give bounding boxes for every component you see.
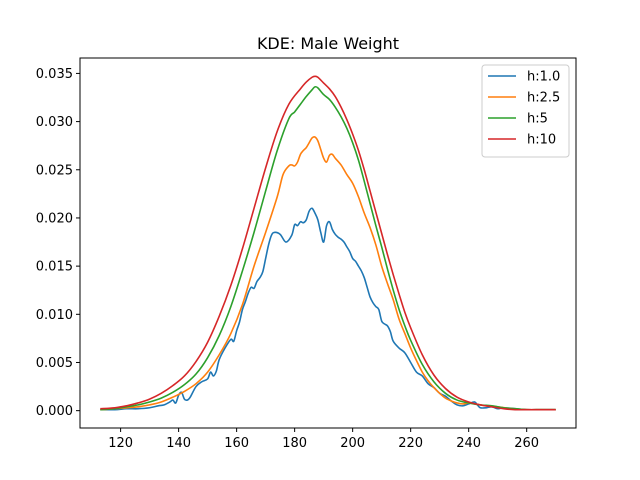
x-tick-label: 140: [166, 436, 191, 451]
x-tick-label: 160: [224, 436, 249, 451]
y-tick-label: 0.030: [36, 115, 73, 130]
axes-frame: [79, 57, 577, 429]
y-tick-label: 0.035: [36, 67, 73, 82]
y-tick-label: 0.005: [36, 356, 73, 371]
x-tick-label: 120: [108, 436, 133, 451]
legend-label: h:1.0: [527, 70, 560, 85]
series-line-h-5: [100, 85, 556, 411]
legend-label: h:10: [527, 133, 556, 148]
x-tick-label: 260: [514, 436, 539, 451]
y-tick-label: 0.020: [36, 211, 73, 226]
plot-area: 120 140 160 180 200 220 240 260 0.000 0.005 0.010 0…: [36, 67, 556, 451]
y-tick-label: 0.010: [36, 308, 73, 323]
legend: h:1.0 h:2.5 h:5 h:10: [481, 64, 570, 158]
chart-title: KDE: Male Weight: [257, 34, 399, 53]
x-tick-label: 240: [456, 436, 481, 451]
x-tick-label: 180: [282, 436, 307, 451]
legend-label: h:5: [527, 112, 548, 127]
series-line-h-2-5: [100, 136, 556, 411]
legend-label: h:2.5: [527, 91, 560, 106]
series-line-h-10: [100, 75, 556, 411]
y-tick-label: 0.015: [36, 260, 73, 275]
x-tick-label: 220: [398, 436, 423, 451]
y-tick-label: 0.025: [36, 163, 73, 178]
x-tick-label: 200: [340, 436, 365, 451]
y-tick-label: 0.000: [36, 404, 73, 419]
legend-box: [481, 64, 570, 158]
